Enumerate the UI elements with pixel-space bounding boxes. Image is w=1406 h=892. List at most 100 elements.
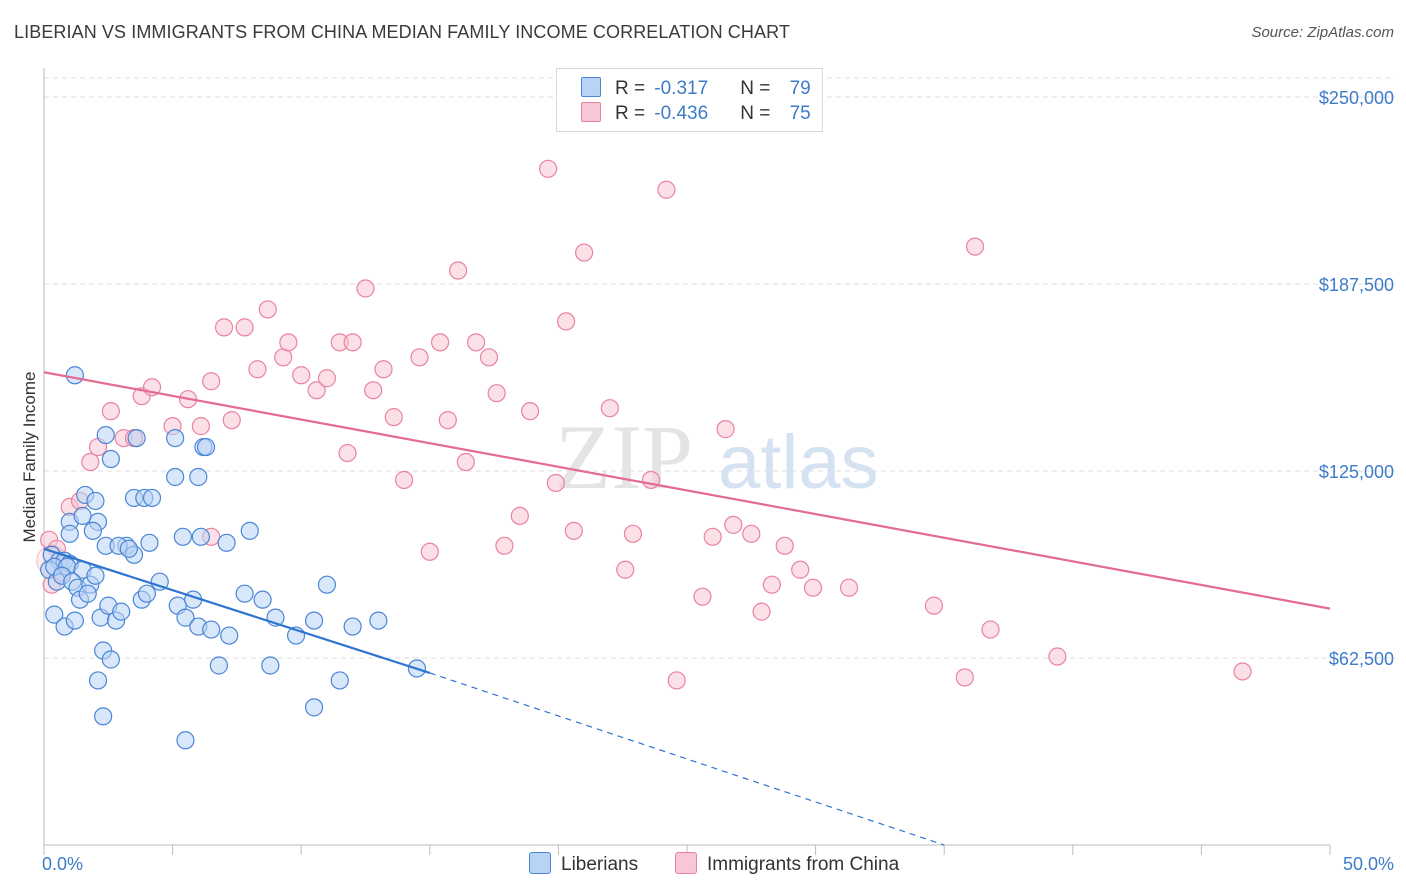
data-point bbox=[202, 620, 221, 639]
watermark-atlas: atlas bbox=[718, 420, 879, 505]
data-point bbox=[420, 542, 439, 561]
data-point bbox=[304, 611, 324, 630]
data-point bbox=[86, 491, 105, 511]
data-point bbox=[73, 506, 92, 525]
data-point bbox=[955, 668, 974, 687]
bottom-legend-liberians: Liberians bbox=[529, 852, 638, 876]
data-point bbox=[189, 467, 208, 487]
data-point bbox=[101, 402, 120, 421]
data-point bbox=[214, 318, 234, 337]
y-tick-label: $62,500 bbox=[1329, 649, 1394, 669]
data-point bbox=[202, 372, 221, 391]
data-point bbox=[564, 521, 583, 540]
y-tick-labels: $62,500 $125,000 $187,500 $250,000 bbox=[1319, 88, 1394, 669]
data-point bbox=[240, 521, 259, 540]
data-point bbox=[430, 333, 450, 352]
trend-line-liberians-extension bbox=[429, 672, 945, 846]
data-point bbox=[94, 707, 113, 726]
data-point bbox=[60, 524, 79, 543]
legend-r-label: R = bbox=[615, 78, 646, 99]
data-point bbox=[546, 473, 565, 493]
data-point bbox=[330, 671, 349, 690]
data-point bbox=[384, 408, 403, 427]
data-point bbox=[191, 527, 210, 546]
data-point bbox=[924, 596, 944, 615]
series-liberians-points bbox=[40, 366, 427, 750]
legend-n-label: N = bbox=[740, 78, 771, 99]
data-point bbox=[88, 671, 108, 690]
data-point bbox=[119, 539, 138, 558]
data-point bbox=[479, 348, 499, 367]
data-point bbox=[235, 318, 254, 337]
data-point bbox=[220, 626, 239, 645]
data-point bbox=[338, 443, 357, 463]
data-point bbox=[521, 402, 540, 421]
data-point bbox=[176, 731, 195, 750]
y-tick-label: $187,500 bbox=[1319, 275, 1394, 295]
y-tick-label: $125,000 bbox=[1319, 462, 1394, 482]
legend-n-value: 79 bbox=[789, 78, 811, 99]
data-point bbox=[667, 671, 686, 690]
data-point bbox=[101, 650, 120, 669]
y-axis-label: Median Family Income bbox=[20, 371, 39, 542]
data-point bbox=[557, 312, 576, 331]
data-point bbox=[752, 602, 771, 621]
legend-row-liberians: R = -0.317 N = 79 bbox=[581, 77, 811, 101]
data-point bbox=[317, 575, 337, 594]
legend-n-label: N = bbox=[740, 103, 771, 124]
data-point bbox=[137, 584, 156, 603]
data-point bbox=[356, 279, 375, 298]
chart-title: LIBERIAN VS IMMIGRANTS FROM CHINA MEDIAN… bbox=[14, 22, 790, 42]
axes bbox=[43, 68, 1331, 855]
data-point bbox=[448, 261, 468, 280]
data-point bbox=[292, 366, 311, 385]
data-point bbox=[304, 698, 324, 717]
gridlines bbox=[44, 77, 1395, 659]
data-point bbox=[438, 411, 457, 430]
data-point bbox=[775, 536, 794, 555]
data-point bbox=[150, 572, 169, 591]
bottom-legend-label: Immigrants from China bbox=[707, 854, 900, 875]
data-point bbox=[222, 411, 241, 430]
data-point bbox=[101, 449, 120, 469]
data-point bbox=[142, 488, 162, 508]
data-point bbox=[279, 333, 298, 352]
data-point bbox=[693, 587, 712, 606]
data-point bbox=[81, 452, 100, 472]
data-point bbox=[343, 617, 362, 636]
watermark-zip: ZIP bbox=[555, 406, 693, 508]
data-point bbox=[981, 620, 1000, 639]
correlation-legend: R = -0.317 N = 79 R = -0.436 N = 75 bbox=[556, 68, 823, 132]
data-point bbox=[196, 437, 216, 457]
legend-swatch-pink bbox=[581, 102, 601, 122]
data-point bbox=[703, 527, 722, 546]
data-point bbox=[217, 533, 236, 552]
data-point bbox=[510, 506, 529, 525]
data-point bbox=[173, 527, 192, 546]
data-point bbox=[86, 566, 105, 585]
data-point bbox=[140, 533, 159, 552]
data-point bbox=[369, 611, 388, 630]
data-point bbox=[724, 515, 743, 534]
trend-lines bbox=[43, 371, 1331, 846]
data-point bbox=[343, 333, 362, 352]
legend-r-value: -0.436 bbox=[654, 103, 709, 124]
data-point bbox=[83, 521, 102, 540]
data-point bbox=[166, 467, 185, 487]
data-point bbox=[495, 536, 514, 555]
data-point bbox=[791, 560, 810, 579]
data-point bbox=[965, 237, 985, 256]
legend-swatch-blue bbox=[581, 77, 601, 97]
data-point bbox=[307, 381, 326, 400]
bottom-legend-label: Liberians bbox=[561, 854, 639, 875]
data-point bbox=[96, 425, 115, 445]
data-point bbox=[803, 578, 823, 597]
data-point bbox=[209, 656, 228, 675]
data-point bbox=[112, 602, 131, 621]
legend-r-value: -0.317 bbox=[654, 78, 709, 99]
data-point bbox=[466, 333, 486, 352]
legend-n-value: 75 bbox=[789, 103, 811, 124]
x-tick-label-min: 0.0% bbox=[42, 854, 83, 874]
trend-line-china bbox=[43, 371, 1331, 610]
data-point bbox=[1233, 662, 1252, 681]
